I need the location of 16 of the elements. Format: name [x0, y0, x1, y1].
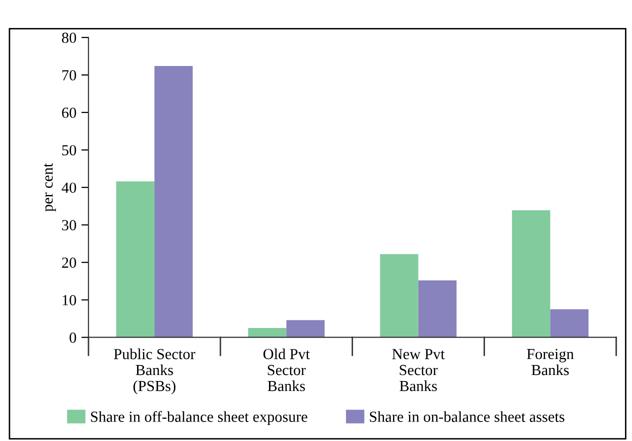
y-tick-label: 40: [62, 182, 76, 193]
y-tick-label: 10: [62, 295, 76, 306]
y-tick-label: 0: [70, 332, 76, 343]
legend-label: Share in off-balance sheet exposure: [91, 411, 308, 426]
y-tick-label: 50: [62, 145, 76, 156]
legend-label: Share in on-balance sheet assets: [370, 411, 564, 422]
y-tick-label: 80: [62, 32, 76, 43]
x-tick-label: Old Pvt Sector Banks: [263, 348, 310, 392]
y-tick-label: 30: [62, 220, 76, 230]
y-axis-title: per cent: [44, 163, 56, 212]
x-tick-label: New Pvt Sector Banks: [392, 349, 445, 392]
y-tick-label: 70: [62, 70, 76, 80]
x-tick-label: Public Sector Banks (PSBs): [114, 348, 196, 394]
x-tick-label: Foreign Banks: [526, 348, 574, 376]
y-tick-label: 60: [62, 108, 76, 118]
y-tick-label: 20: [62, 258, 76, 268]
